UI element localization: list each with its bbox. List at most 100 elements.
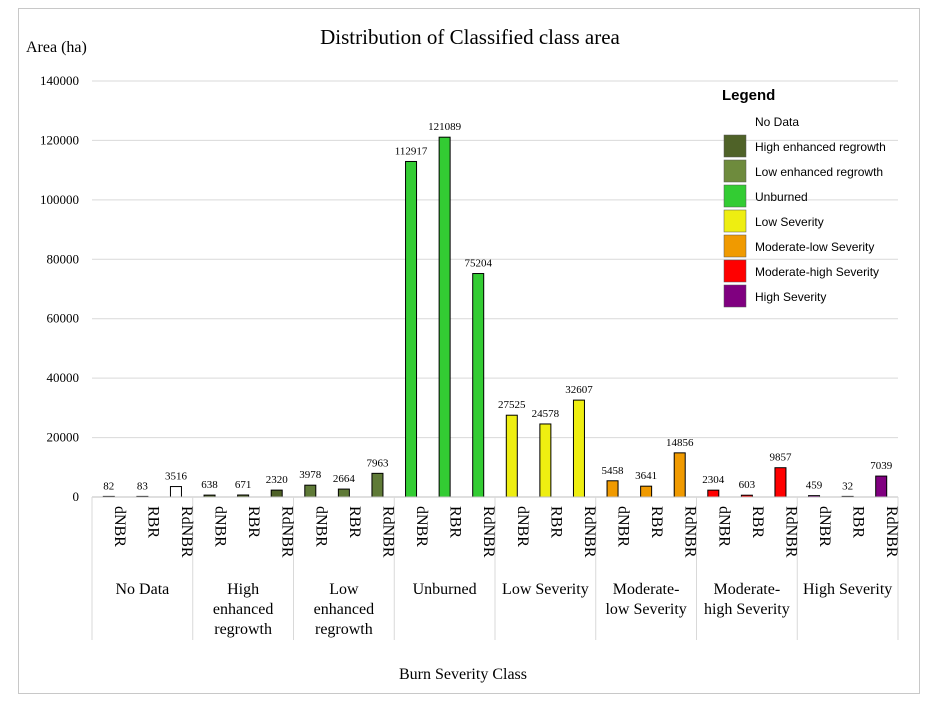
x-category-label: No Data [115, 581, 169, 598]
x-index-label: RBR [648, 506, 665, 538]
x-category-label: Low Severity [502, 581, 589, 598]
data-label: 2664 [333, 473, 356, 485]
legend-swatch [723, 284, 747, 308]
data-label: 83 [137, 480, 149, 492]
y-tick-label: 60000 [47, 311, 80, 326]
data-label: 2304 [702, 474, 725, 486]
x-category-label: Low [329, 581, 359, 598]
x-index-label: RdNBR [178, 506, 195, 558]
x-index-label: RdNBR [782, 506, 799, 558]
x-index-label: RBR [749, 506, 766, 538]
legend-swatch [723, 159, 747, 183]
y-tick-label: 0 [73, 489, 80, 504]
data-label: 603 [739, 479, 756, 491]
x-index-label: dNBR [514, 506, 531, 547]
x-category-label: regrowth [214, 621, 272, 638]
x-index-label: RBR [346, 506, 363, 538]
x-index-label: RdNBR [480, 506, 497, 558]
x-category-label: enhanced [213, 601, 273, 618]
x-index-label: dNBR [212, 506, 229, 547]
legend-swatch [723, 134, 747, 158]
x-index-label: dNBR [413, 506, 430, 547]
data-label: 32607 [565, 384, 593, 396]
x-index-label: dNBR [816, 506, 833, 547]
data-label: 82 [103, 480, 114, 492]
legend-entry: Moderate-low Severity [755, 240, 874, 254]
data-label: 112917 [395, 145, 428, 157]
bar [405, 160, 418, 498]
bar [774, 467, 787, 498]
legend-title: Legend [722, 87, 775, 104]
data-label: 9857 [769, 452, 792, 464]
data-label: 3978 [299, 469, 322, 481]
legend-swatch [724, 110, 746, 132]
legend-swatch [723, 234, 747, 258]
data-label: 7039 [870, 460, 893, 472]
x-index-label: dNBR [312, 506, 329, 547]
data-label: 32 [842, 480, 853, 492]
bar [472, 273, 485, 498]
x-index-label: RBR [245, 506, 262, 538]
y-tick-label: 20000 [47, 430, 80, 445]
bar [337, 488, 350, 498]
x-index-label: dNBR [715, 506, 732, 547]
x-category-label: High Severity [803, 581, 892, 598]
x-category-label: Moderate- [714, 581, 781, 598]
x-category-label: Unburned [413, 581, 477, 598]
y-tick-label: 100000 [40, 192, 79, 207]
x-index-label: RdNBR [883, 506, 900, 558]
bar [169, 486, 182, 498]
bar [539, 423, 552, 498]
x-category-label: regrowth [315, 621, 373, 638]
bar [304, 484, 317, 498]
legend-entry: Low Severity [755, 215, 824, 229]
legend-entry: No Data [755, 115, 799, 129]
bar [270, 489, 283, 498]
y-tick-label: 120000 [40, 132, 79, 147]
bar [606, 480, 619, 498]
legend-swatch [723, 184, 747, 208]
x-index-label: RdNBR [279, 506, 296, 558]
data-label: 3516 [165, 471, 188, 483]
bar [371, 472, 384, 498]
data-label: 638 [201, 479, 218, 491]
chart-frame [18, 8, 920, 694]
legend-swatch [723, 259, 747, 283]
data-label: 2320 [266, 474, 289, 486]
y-tick-label: 140000 [40, 73, 79, 88]
bar [438, 136, 451, 498]
data-label: 671 [235, 479, 252, 491]
bar [505, 414, 518, 498]
bar [707, 489, 720, 498]
x-index-label: RdNBR [581, 506, 598, 558]
legend-entry: High Severity [755, 290, 826, 304]
x-index-label: RdNBR [379, 506, 396, 558]
x-category-label: enhanced [314, 601, 374, 618]
x-axis-label: Burn Severity Class [399, 666, 527, 683]
bar [572, 399, 585, 498]
bar [673, 452, 686, 498]
x-index-label: RBR [144, 506, 161, 538]
legend-swatch [723, 209, 747, 233]
bar [640, 485, 653, 498]
data-label: 5458 [602, 465, 625, 477]
chart-title: Distribution of Classified class area [320, 25, 620, 49]
x-index-label: RBR [547, 506, 564, 538]
x-category-label: high Severity [704, 601, 790, 618]
legend-entry: Unburned [755, 190, 808, 204]
data-label: 14856 [666, 437, 694, 449]
data-label: 121089 [428, 121, 462, 133]
x-index-label: dNBR [111, 506, 128, 547]
data-label: 3641 [635, 470, 657, 482]
y-axis-label: Area (ha) [26, 39, 87, 56]
data-label: 459 [806, 480, 823, 492]
legend-entry: Low enhanced regrowth [755, 165, 883, 179]
x-index-label: RBR [850, 506, 867, 538]
x-index-label: dNBR [615, 506, 632, 547]
y-tick-label: 40000 [47, 370, 80, 385]
data-label: 75204 [464, 258, 492, 270]
x-category-label: low Severity [605, 601, 686, 618]
x-category-label: Moderate- [613, 581, 680, 598]
bar [875, 475, 888, 498]
x-index-label: RBR [447, 506, 464, 538]
